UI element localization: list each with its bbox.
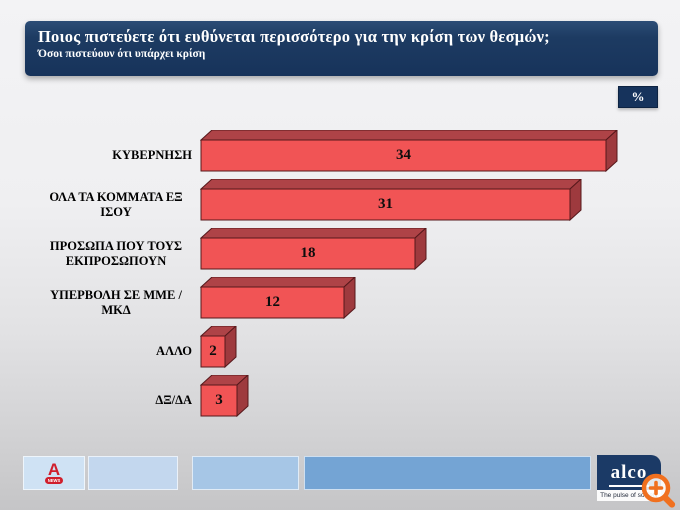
bar-chart: ΚΥΒΕΡΝΗΣΗ 34 ΟΛΑ ΤΑ ΚΟΜΜΑΤΑ ΕΞ ΙΣΟΥ 31 ΠΡΟΣΩ… — [25, 130, 658, 440]
value-label: 12 — [265, 294, 280, 310]
bar-row: ΑΛΛΟ 2 — [25, 326, 658, 377]
alpha-news-badge — [45, 477, 63, 484]
footer-box-2 — [88, 456, 178, 490]
footer-box-3 — [192, 456, 299, 490]
alco-tagline: The pulse of society — [597, 490, 661, 501]
alco-logo-text: alco — [608, 463, 650, 487]
category-label: ΥΠΕΡΒΟΛΗ ΣΕ ΜΜΕ / ΜΚΔ — [50, 287, 182, 317]
zoom-in-icon[interactable] — [637, 471, 679, 509]
value-label: 3 — [215, 392, 223, 408]
value-label: 34 — [396, 147, 411, 163]
question-header: Ποιος πιστεύετε ότι ευθύνεται περισσότερ… — [25, 21, 658, 76]
bar-3d — [200, 179, 582, 222]
value-label: 2 — [209, 343, 217, 359]
bar-row: ΔΞ/ΔΑ 3 — [25, 375, 658, 426]
value-label: 18 — [300, 245, 316, 261]
value-label: 31 — [378, 196, 393, 212]
category-label: ΚΥΒΕΡΝΗΣΗ — [112, 148, 192, 163]
zoom-icon-handle — [661, 494, 676, 508]
question-title: Ποιος πιστεύετε ότι ευθύνεται περισσότερ… — [38, 27, 550, 46]
bar-row: ΥΠΕΡΒΟΛΗ ΣΕ ΜΜΕ / ΜΚΔ 12 — [25, 277, 658, 328]
bar-row: ΠΡΟΣΩΠΑ ΠΟΥ ΤΟΥΣ ΕΚΠΡΟΣΩΠΟΥΝ 18 — [25, 228, 658, 279]
category-label: ΑΛΛΟ — [156, 344, 192, 359]
footer-logo-box-alpha: A NEWS — [23, 456, 85, 490]
category-label: ΔΞ/ΔΑ — [155, 393, 192, 408]
bar-3d — [200, 277, 356, 320]
alpha-news-logo: A NEWS — [45, 460, 63, 484]
bar-row: ΟΛΑ ΤΑ ΚΟΜΜΑΤΑ ΕΞ ΙΣΟΥ 31 — [25, 179, 658, 230]
alpha-logo-letter: A — [48, 460, 60, 479]
bar-row: ΚΥΒΕΡΝΗΣΗ 34 — [25, 130, 658, 181]
bar-3d — [200, 326, 237, 369]
category-label: ΠΡΟΣΩΠΑ ΠΟΥ ΤΟΥΣ ΕΚΠΡΟΣΩΠΟΥΝ — [49, 238, 183, 268]
footer-box-4 — [304, 456, 591, 490]
bar-3d — [200, 375, 249, 418]
question-subtitle: Όσοι πιστεύουν ότι υπάρχει κρίση — [38, 47, 206, 60]
bar-3d — [200, 228, 427, 271]
bar-3d — [200, 130, 618, 173]
category-label: ΟΛΑ ΤΑ ΚΟΜΜΑΤΑ ΕΞ ΙΣΟΥ — [49, 189, 183, 219]
alpha-news-badge-text: NEWS — [48, 478, 61, 483]
percent-unit-badge: % — [618, 86, 658, 108]
